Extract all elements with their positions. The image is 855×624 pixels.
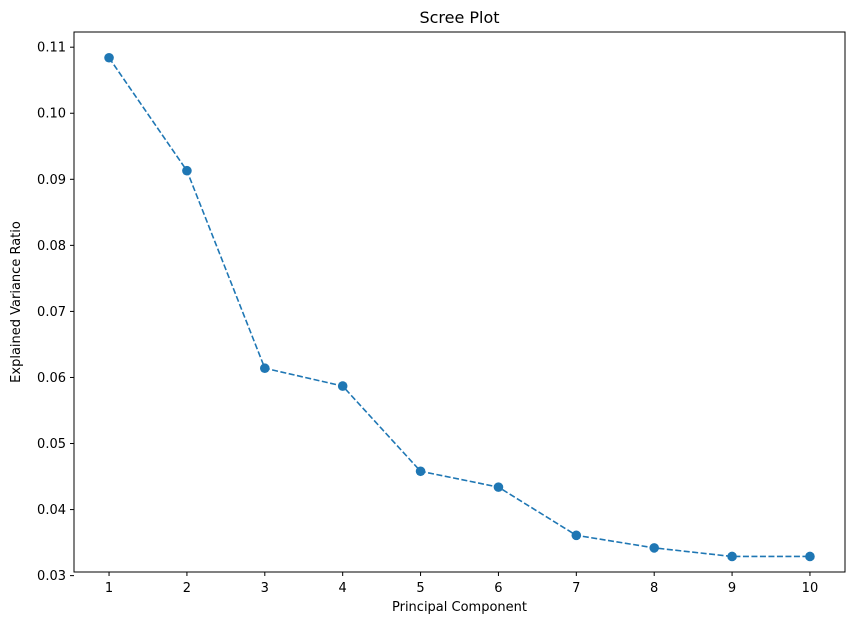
y-tick-label: 0.04 xyxy=(37,503,66,518)
y-tick-label: 0.09 xyxy=(37,173,66,188)
y-tick-label: 0.03 xyxy=(37,569,66,584)
plot-frame xyxy=(73,31,846,573)
data-point xyxy=(805,551,815,562)
y-tick-label: 0.08 xyxy=(37,239,66,254)
x-tick-label: 1 xyxy=(105,581,113,596)
data-point xyxy=(571,530,582,541)
data-point xyxy=(337,381,348,391)
y-tick-label: 0.11 xyxy=(37,41,66,56)
data-point xyxy=(649,543,659,553)
data-point xyxy=(415,466,426,477)
x-tick-label: 4 xyxy=(339,581,347,596)
y-axis-ticks: 0.03 0.04 0.05 0.06 0.07 0.08 0.09 0.10 0.11 xyxy=(37,41,74,584)
chart-title: Scree Plot xyxy=(419,8,499,27)
x-tick-label: 2 xyxy=(183,581,191,596)
data-point xyxy=(104,52,114,63)
x-axis-ticks: 1 2 3 4 5 6 7 8 9 10 xyxy=(105,572,818,596)
y-tick-label: 0.06 xyxy=(37,371,66,386)
x-tick-label: 3 xyxy=(261,581,269,596)
data-point xyxy=(727,551,737,562)
data-point xyxy=(260,363,270,374)
x-tick-label: 5 xyxy=(416,581,424,596)
series-points xyxy=(104,52,815,562)
y-tick-label: 0.10 xyxy=(37,107,66,122)
data-point xyxy=(182,165,192,176)
series-line xyxy=(108,57,810,558)
x-axis-label: Principal Component xyxy=(392,600,527,615)
data-point xyxy=(493,482,504,492)
y-axis-label: Explained Variance Ratio xyxy=(9,221,24,383)
y-tick-label: 0.07 xyxy=(37,305,66,320)
x-tick-label: 6 xyxy=(494,581,502,596)
x-tick-label: 10 xyxy=(802,581,819,596)
x-tick-label: 8 xyxy=(650,581,658,596)
y-tick-label: 0.05 xyxy=(37,437,66,452)
x-tick-label: 7 xyxy=(572,581,580,596)
x-tick-label: 9 xyxy=(728,581,736,596)
